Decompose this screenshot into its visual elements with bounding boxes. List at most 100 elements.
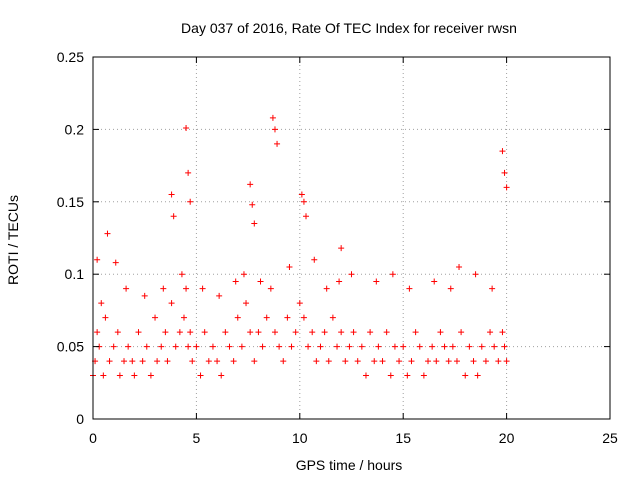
data-point (255, 329, 262, 336)
data-point (499, 329, 506, 336)
data-point (143, 343, 150, 350)
x-tick-label: 25 (602, 430, 618, 446)
data-point (501, 169, 508, 176)
data-point (162, 329, 169, 336)
data-point (383, 329, 390, 336)
data-point (100, 372, 107, 379)
data-point (406, 285, 413, 292)
data-point (338, 329, 345, 336)
data-point (131, 372, 138, 379)
data-point (482, 358, 489, 365)
data-point (201, 329, 208, 336)
y-tick-label: 0.25 (57, 49, 84, 65)
data-point (458, 329, 465, 336)
data-point (249, 201, 256, 208)
x-tick-label: 0 (89, 430, 97, 446)
y-tick-label: 0 (76, 411, 84, 427)
data-point (373, 278, 380, 285)
data-point (176, 329, 183, 336)
data-point (329, 314, 336, 321)
data-point (94, 329, 101, 336)
data-point (121, 358, 128, 365)
data-point (238, 343, 245, 350)
data-point (379, 358, 386, 365)
data-point (160, 285, 167, 292)
data-point (218, 372, 225, 379)
data-point (317, 343, 324, 350)
data-point (234, 314, 241, 321)
data-point (342, 358, 349, 365)
data-point (251, 220, 258, 227)
data-point (288, 343, 295, 350)
data-point (487, 329, 494, 336)
x-tick-label: 10 (292, 430, 308, 446)
data-point (129, 358, 136, 365)
data-point (350, 329, 357, 336)
y-tick-label: 0.1 (65, 266, 85, 282)
data-point (271, 329, 278, 336)
data-point (94, 256, 101, 263)
data-point (408, 358, 415, 365)
data-point (276, 343, 283, 350)
data-point (449, 343, 456, 350)
data-point (338, 245, 345, 252)
data-point (154, 358, 161, 365)
data-point (104, 230, 111, 237)
data-point (462, 372, 469, 379)
data-point (247, 329, 254, 336)
data-point (232, 278, 239, 285)
data-point (180, 314, 187, 321)
data-point (158, 343, 165, 350)
x-tick-label: 5 (193, 430, 201, 446)
data-point (251, 358, 258, 365)
data-point (271, 126, 278, 133)
data-point (334, 343, 341, 350)
data-point (125, 343, 132, 350)
data-point (441, 343, 448, 350)
y-tick-label: 0.05 (57, 339, 84, 355)
data-point (257, 278, 264, 285)
data-point (247, 181, 254, 188)
data-point (147, 372, 154, 379)
data-point (375, 343, 382, 350)
data-point (263, 314, 270, 321)
data-point (348, 271, 355, 278)
data-point (168, 191, 175, 198)
data-point (495, 358, 502, 365)
data-point (404, 372, 411, 379)
data-point (478, 343, 485, 350)
data-point (292, 329, 299, 336)
data-point (98, 300, 105, 307)
data-point (325, 358, 332, 365)
data-point (185, 343, 192, 350)
data-point (187, 198, 194, 205)
data-point (433, 358, 440, 365)
data-point (112, 259, 119, 266)
data-point (305, 343, 312, 350)
y-axis-label: ROTI / TECUs (5, 195, 21, 285)
data-point (367, 329, 374, 336)
data-point (230, 358, 237, 365)
data-point (243, 300, 250, 307)
data-point (284, 314, 291, 321)
data-point (168, 300, 175, 307)
data-point (280, 358, 287, 365)
data-point (102, 314, 109, 321)
chart-title: Day 037 of 2016, Rate Of TEC Index for r… (181, 20, 517, 36)
data-point (164, 358, 171, 365)
data-point (139, 358, 146, 365)
data-point (354, 358, 361, 365)
data-point (503, 358, 510, 365)
data-point (321, 329, 328, 336)
data-point (309, 329, 316, 336)
data-point (474, 372, 481, 379)
data-point (346, 343, 353, 350)
data-point (214, 358, 221, 365)
plot-frame (92, 56, 611, 420)
data-point (358, 343, 365, 350)
data-point (226, 343, 233, 350)
data-point (472, 271, 479, 278)
data-point (222, 329, 229, 336)
